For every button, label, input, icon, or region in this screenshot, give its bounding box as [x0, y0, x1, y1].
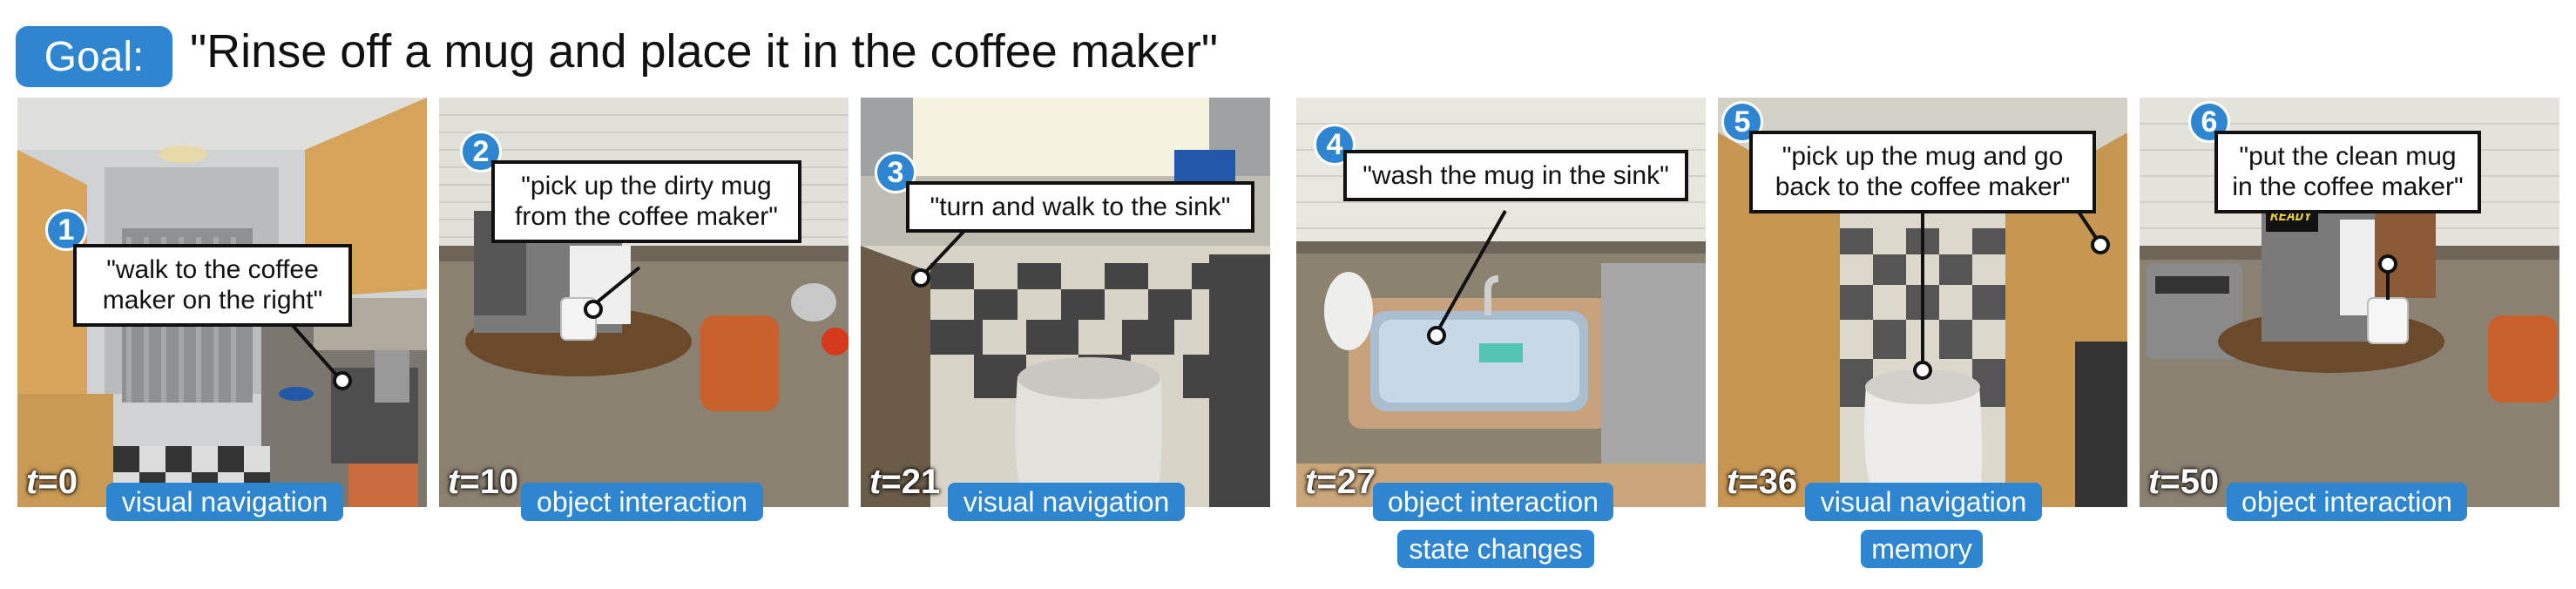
frame-2-scene: 2 "pick up the dirty mug from the coffee… [439, 98, 849, 507]
time-label: t=0 [26, 463, 78, 501]
step-caption: "pick up the dirty mug from the coffee m… [491, 160, 801, 243]
goal-label-badge: Goal: [16, 26, 172, 87]
frame-2-image [439, 98, 849, 507]
step-number-badge: 5 [1721, 101, 1763, 143]
capability-tag: object interaction [521, 483, 763, 521]
step-caption: "put the clean mug in the coffee maker" [2214, 131, 2481, 213]
step-caption: "pick up the mug and go back to the coff… [1749, 131, 2096, 213]
step-caption: "walk to the coffee maker on the right" [73, 244, 352, 327]
time-label: t=36 [1727, 463, 1798, 501]
frame-3-scene: 3 "turn and walk to the sink" t=21 [861, 98, 1270, 507]
capability-tag: visual navigation [106, 483, 343, 521]
target-marker [911, 268, 930, 288]
capability-tag: state changes [1397, 530, 1594, 568]
step-number-badge: 6 [2188, 101, 2230, 143]
target-marker [1427, 326, 1446, 345]
time-label: t=50 [2148, 463, 2220, 501]
capability-tag: object interaction [1373, 483, 1613, 521]
capability-tag: object interaction [2227, 483, 2467, 521]
target-marker [1913, 361, 1932, 380]
frame-1-scene: 1 "walk to the coffee maker on the right… [17, 98, 427, 507]
goal-text: "Rinse off a mug and place it in the cof… [190, 25, 1219, 78]
capability-tag: visual navigation [1805, 483, 2042, 521]
step-number-badge: 2 [460, 131, 502, 173]
time-label: t=21 [869, 463, 941, 501]
target-marker [2378, 254, 2397, 274]
target-marker [2091, 235, 2110, 254]
step-caption: "turn and walk to the sink" [906, 181, 1254, 234]
target-marker [333, 371, 352, 390]
frame-6-scene: READY 6 "put the clean mug in the coffee… [2140, 98, 2559, 507]
frame-4-scene: 4 "wash the mug in the sink" t=27 [1296, 98, 1706, 507]
frame-5-scene: 5 "pick up the mug and go back to the co… [1718, 98, 2127, 507]
target-marker [584, 300, 603, 319]
step-caption: "wash the mug in the sink" [1343, 150, 1688, 202]
step-number-badge: 1 [45, 209, 87, 251]
capability-tag: memory [1861, 530, 1983, 568]
time-label: t=27 [1305, 463, 1376, 501]
time-label: t=10 [448, 463, 519, 501]
step-number-badge: 3 [875, 152, 916, 193]
frame-3-image [861, 98, 1270, 507]
capability-tag: visual navigation [948, 483, 1185, 521]
